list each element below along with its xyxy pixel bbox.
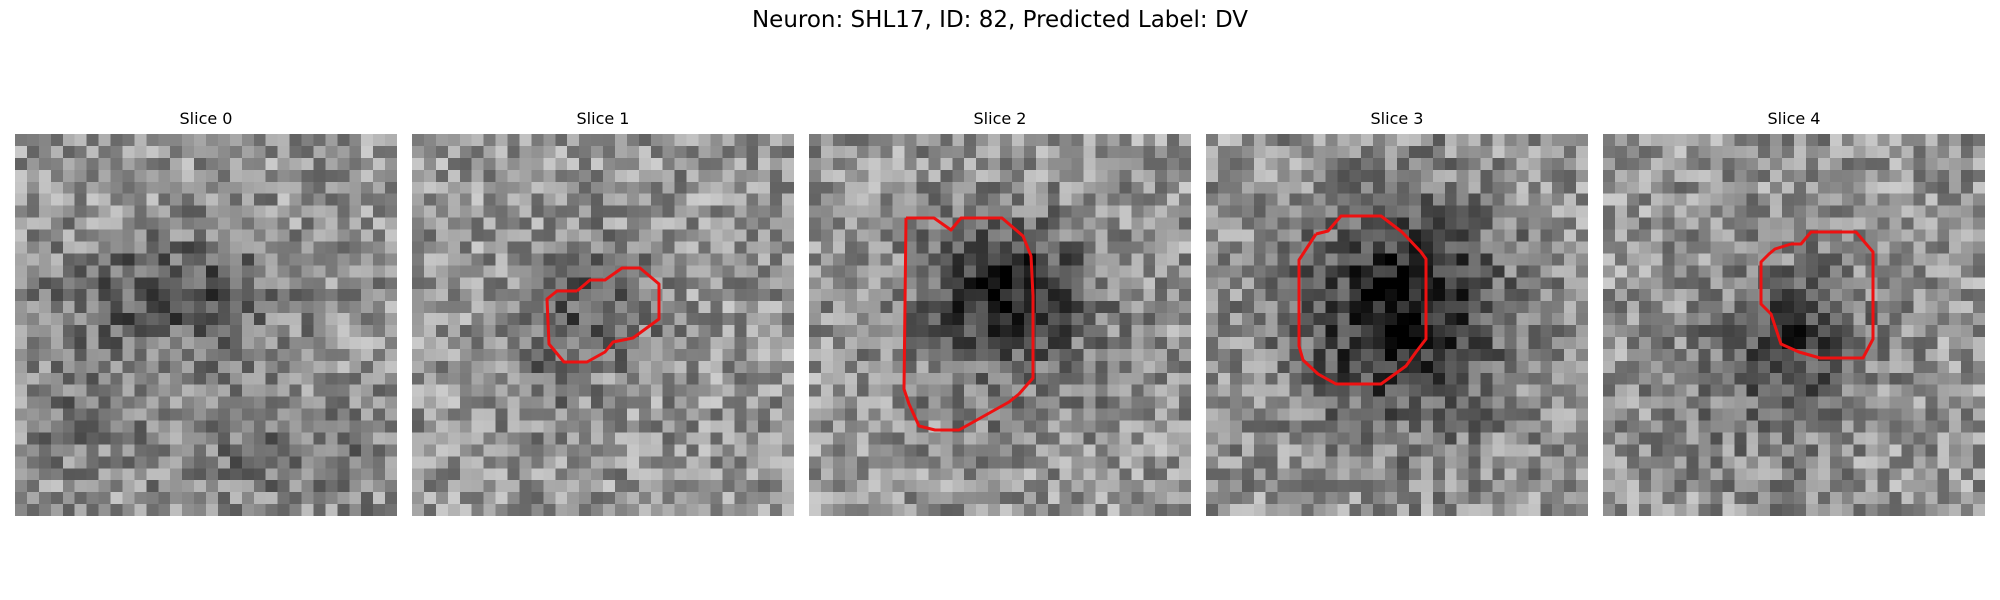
slice-title-0: Slice 0 (179, 109, 233, 128)
slice-panel-3: Slice 3 (1206, 108, 1588, 516)
slice-pixels-2 (809, 134, 1191, 516)
slice-pixels-3 (1206, 134, 1588, 516)
slice-title-4: Slice 4 (1767, 109, 1821, 128)
slice-pixels-0 (15, 134, 397, 516)
roi-contour-2 (902, 216, 1035, 432)
roi-contour-4 (1759, 230, 1875, 360)
slice-title-1: Slice 1 (576, 109, 630, 128)
slice-pixels-1 (412, 134, 794, 516)
slice-pixels-4 (1603, 134, 1985, 516)
slice-panel-1: Slice 1 (412, 108, 794, 516)
slice-title-2: Slice 2 (973, 109, 1027, 128)
roi-contour-1 (545, 266, 661, 364)
slice-image-4 (1603, 134, 1985, 516)
slice-panel-0: Slice 0 (15, 108, 397, 516)
roi-contour-3 (1297, 214, 1428, 386)
figure-title: Neuron: SHL17, ID: 82, Predicted Label: … (751, 7, 1249, 33)
slice-image-3 (1206, 134, 1588, 516)
slice-panel-2: Slice 2 (809, 108, 1191, 516)
slice-image-1 (412, 134, 794, 516)
slice-image-0 (15, 134, 397, 516)
slice-title-3: Slice 3 (1370, 109, 1424, 128)
slice-image-2 (809, 134, 1191, 516)
slice-panel-4: Slice 4 (1603, 108, 1985, 516)
